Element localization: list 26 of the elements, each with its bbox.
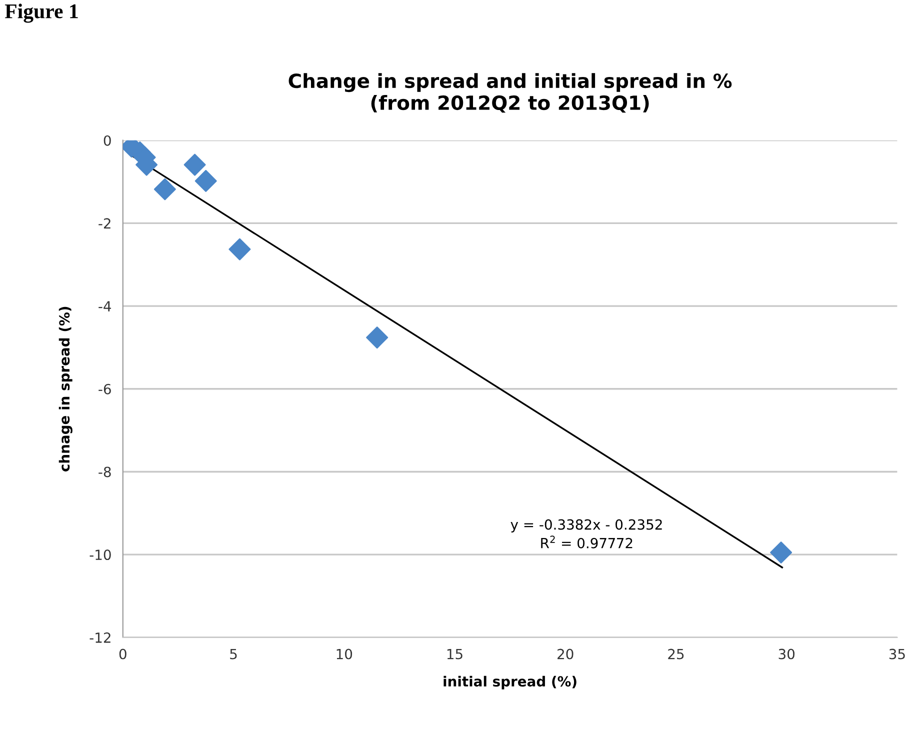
chart-title: Change in spread and initial spread in % (from 2012Q2 to 2013Q1) <box>288 73 732 113</box>
caption: Figure 1 <box>4 4 78 23</box>
y-tick-label: -6 <box>98 384 111 394</box>
y-tick-label: -2 <box>98 218 110 228</box>
point <box>228 238 251 260</box>
annotation: y = -0.3382x - 0.2352 R$^{2}$ = 0.97772 <box>510 519 662 548</box>
point <box>366 326 388 349</box>
x-tick-label: 25 <box>668 648 684 660</box>
point <box>154 178 176 200</box>
point <box>184 154 206 176</box>
y-tick-label: 0 <box>104 135 111 146</box>
x-tick-label: 20 <box>558 648 574 660</box>
x-tick-label: 35 <box>889 648 905 660</box>
y-axis-title: chnage in spread (%) <box>58 306 72 472</box>
y-tick-label: -4 <box>98 301 112 312</box>
y-tick-label: -12 <box>90 632 110 643</box>
y-tick-label: -8 <box>98 466 111 478</box>
point <box>770 542 792 564</box>
x-tick-label: 30 <box>778 648 794 660</box>
x-tick-label: 5 <box>230 648 237 660</box>
y-tick-label: -10 <box>90 550 111 560</box>
point <box>194 170 217 192</box>
x-tick-label: 15 <box>447 648 462 660</box>
x-tick-label: 0 <box>119 648 126 660</box>
x-tick-label: 10 <box>336 648 352 660</box>
x-axis-title: initial spread (%) <box>444 676 576 690</box>
